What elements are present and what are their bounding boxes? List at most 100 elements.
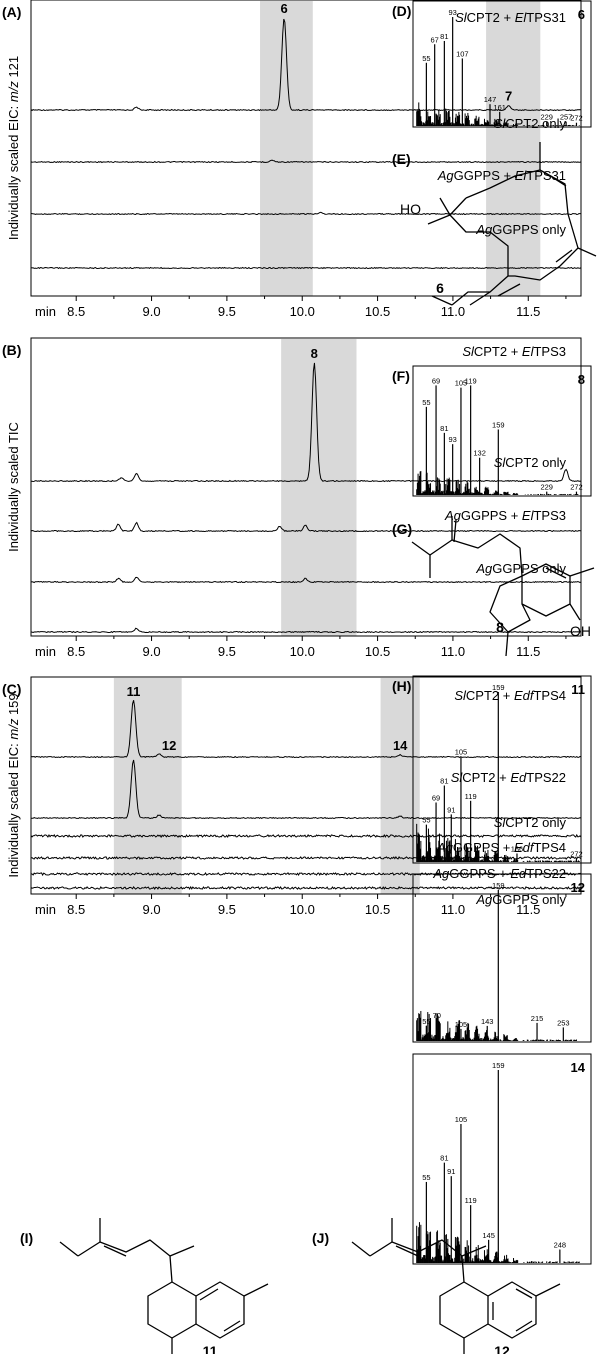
label-part: TPS3 bbox=[533, 344, 566, 359]
trace-line bbox=[30, 521, 582, 533]
peak-mz-label: 67 bbox=[431, 35, 439, 44]
peak-label: 11 bbox=[127, 684, 141, 699]
highlight-band bbox=[380, 678, 420, 894]
ring-double bbox=[545, 567, 567, 579]
label-part: GGPPS + bbox=[454, 168, 515, 183]
ring-bond bbox=[449, 197, 509, 306]
peak-mz-label: 272 bbox=[570, 114, 583, 123]
label-italic-part: Sl bbox=[455, 10, 468, 25]
label-part: 159 bbox=[6, 693, 21, 718]
x-tick-label: 11.0 bbox=[441, 902, 465, 917]
structure-6 bbox=[427, 142, 597, 306]
methyl-bond bbox=[243, 1283, 269, 1297]
label-italic-part: Ag bbox=[475, 222, 493, 237]
plot-frame bbox=[30, 676, 582, 895]
x-tick-label: 10.5 bbox=[365, 644, 390, 659]
peak-mz-label: 145 bbox=[482, 1231, 495, 1240]
peak-mz-label: 253 bbox=[557, 1018, 570, 1027]
peak-mz-label: 105 bbox=[455, 748, 468, 757]
peak-mz-label: 272 bbox=[570, 483, 583, 492]
peak-mz-label: 159 bbox=[492, 1061, 505, 1070]
x-unit-label: min bbox=[35, 644, 56, 659]
peak-mz-label: 215 bbox=[531, 1014, 544, 1023]
compound-label: 6 bbox=[578, 7, 585, 22]
peak-mz-label: 107 bbox=[456, 49, 469, 58]
ring-bond bbox=[465, 169, 579, 281]
x-tick-label: 8.5 bbox=[67, 304, 85, 319]
peak-mz-label: 159 bbox=[492, 881, 505, 890]
compound-label: 11 bbox=[571, 682, 585, 697]
x-tick-label: 9.5 bbox=[218, 644, 236, 659]
label-part: GGPPS + bbox=[461, 508, 522, 523]
peak-mz-label: 55 bbox=[422, 1017, 430, 1026]
panel-label: (D) bbox=[392, 3, 411, 19]
trace-label: SlCPT2 only bbox=[494, 455, 567, 470]
panel-label: (G) bbox=[392, 521, 412, 537]
x-tick-label: 10.5 bbox=[365, 304, 390, 319]
label-part: CPT2 + bbox=[467, 10, 515, 25]
compound-label: 12 bbox=[494, 1343, 510, 1354]
peak-mz-label: 91 bbox=[447, 1167, 455, 1176]
x-tick-label: 9.0 bbox=[143, 902, 161, 917]
peak-mz-label: 69 bbox=[432, 376, 440, 385]
trace-label: AgGGPPS only bbox=[475, 222, 566, 237]
x-tick-label: 10.0 bbox=[290, 902, 315, 917]
peak-mz-label: 81 bbox=[440, 424, 448, 433]
spectrum-frame bbox=[412, 1053, 592, 1265]
y-axis-label: Individually scaled EIC: m/z 121 bbox=[6, 56, 21, 240]
double-bond bbox=[555, 249, 573, 263]
trace-line bbox=[30, 855, 582, 861]
label-part: TPS4 bbox=[533, 840, 566, 855]
cyclopentane-ring bbox=[489, 575, 531, 633]
trace-line bbox=[30, 833, 582, 839]
trace-line bbox=[30, 885, 582, 891]
traces-panel-1: 8 bbox=[30, 346, 582, 634]
x-tick-label: 8.5 bbox=[67, 902, 85, 917]
terminal-bond bbox=[411, 541, 431, 578]
trace-line bbox=[30, 159, 582, 164]
peak-label: 7 bbox=[505, 88, 512, 103]
label-italic-part: El bbox=[515, 168, 528, 183]
panel-label: (F) bbox=[392, 368, 410, 384]
x-tick-label: 11.0 bbox=[441, 644, 465, 659]
x-tick-label: 9.0 bbox=[143, 644, 161, 659]
label-italic-part: Ed bbox=[510, 770, 527, 785]
highlight-band bbox=[486, 1, 541, 296]
peak-mz-label: 159 bbox=[492, 683, 505, 692]
spectrum-frame bbox=[412, 0, 592, 128]
peak-mz-label: 229 bbox=[540, 113, 553, 122]
trace-label: AgGGPPS only bbox=[475, 892, 566, 907]
panel-label: (J) bbox=[312, 1230, 329, 1246]
methyl-bond bbox=[461, 1245, 487, 1257]
x-tick-label: 10.5 bbox=[365, 902, 390, 917]
label-part: CPT2 + bbox=[462, 770, 510, 785]
ring-b bbox=[487, 1281, 537, 1339]
methyl-bond bbox=[169, 1245, 195, 1257]
peak-mz-label: 105 bbox=[455, 1020, 468, 1029]
double-bond bbox=[543, 171, 567, 187]
label-part: 121 bbox=[6, 56, 21, 81]
peak-mz-label: 55 bbox=[422, 54, 430, 63]
label-part: TPS31 bbox=[526, 10, 566, 25]
label-italic-part: Edf bbox=[514, 688, 535, 703]
ring-double-bond bbox=[199, 1288, 241, 1332]
label-part: CPT2 only bbox=[505, 455, 566, 470]
trace-label: AgGGPPS + ElTPS3 bbox=[444, 508, 566, 523]
peak-mz-label: 81 bbox=[440, 32, 448, 41]
x-tick-label: 11.0 bbox=[441, 304, 465, 319]
label-part: Individually scaled EIC: bbox=[6, 102, 21, 240]
spectrum-frame bbox=[412, 873, 592, 1043]
peak-mz-label: 229 bbox=[540, 483, 553, 492]
compound-label: 14 bbox=[571, 1060, 586, 1075]
structure-8 bbox=[411, 516, 595, 657]
peak-mz-label: 132 bbox=[473, 449, 486, 458]
highlight-band bbox=[281, 339, 357, 636]
compound-label: 6 bbox=[436, 280, 444, 296]
aromatic-bond bbox=[492, 1288, 533, 1332]
x-tick-label: 9.0 bbox=[143, 304, 161, 319]
label-part: GGPPS + bbox=[453, 840, 514, 855]
trace-line bbox=[30, 576, 582, 584]
structure-12 bbox=[351, 1218, 561, 1354]
